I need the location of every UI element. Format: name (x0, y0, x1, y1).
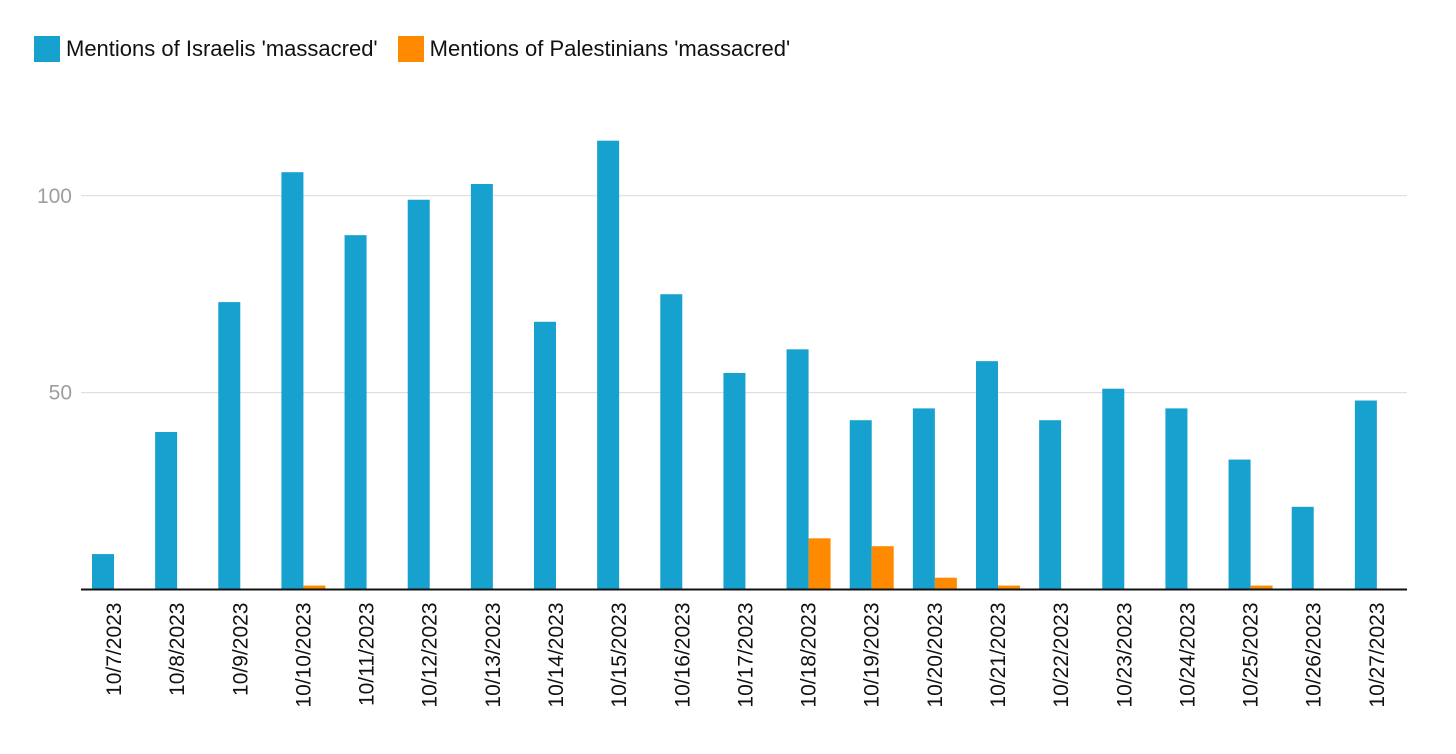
bar-israelis-20 (1291, 506, 1314, 590)
x-tick-label-13: 10/19/2023 (861, 603, 884, 708)
bar-israelis-2 (155, 432, 178, 590)
x-tick-label-12: 10/18/2023 (798, 603, 821, 708)
legend-item-israelis: Mentions of Israelis 'massacred' (34, 36, 378, 62)
bar-israelis-15 (976, 361, 998, 590)
legend-label-israelis: Mentions of Israelis 'massacred' (66, 36, 378, 61)
x-tick-label-16: 10/22/2023 (1050, 603, 1073, 708)
bar-palestinians-4 (303, 585, 326, 590)
x-tick-label-2: 10/8/2023 (166, 603, 189, 696)
bar-israelis-13 (849, 420, 872, 590)
x-tick-label-4: 10/10/2023 (292, 603, 315, 708)
legend-label-palestinians: Mentions of Palestinians 'massacred' (429, 36, 791, 61)
x-tick-label-19: 10/25/2023 (1240, 603, 1263, 708)
legend: Mentions of Israelis 'massacred' Mention… (34, 36, 810, 62)
x-tick-label-3: 10/9/2023 (229, 603, 252, 696)
bar-israelis-3 (218, 302, 241, 590)
y-tick-label-50: 50 (49, 382, 72, 405)
bar-israelis-1 (92, 554, 114, 590)
x-tick-label-6: 10/12/2023 (419, 603, 442, 708)
x-tick-label-7: 10/13/2023 (482, 603, 505, 708)
bar-palestinians-19 (1250, 585, 1273, 590)
bar-palestinians-13 (871, 546, 894, 590)
x-tick-label-9: 10/15/2023 (608, 603, 631, 708)
bar-israelis-9 (597, 140, 620, 590)
legend-swatch-palestinians (397, 36, 424, 62)
x-tick-label-17: 10/23/2023 (1113, 603, 1136, 708)
x-tick-label-1: 10/7/2023 (103, 603, 126, 696)
bar-israelis-16 (1039, 420, 1062, 590)
x-tick-label-20: 10/26/2023 (1303, 603, 1326, 708)
bar-israelis-12 (786, 349, 809, 590)
bar-israelis-10 (660, 294, 683, 590)
bar-israelis-4 (281, 172, 304, 590)
bar-palestinians-15 (998, 585, 1020, 590)
bar-palestinians-12 (808, 538, 831, 590)
y-tick-label-100: 100 (37, 185, 72, 208)
x-tick-label-10: 10/16/2023 (671, 603, 694, 708)
x-tick-label-21: 10/27/2023 (1366, 603, 1389, 708)
x-tick-label-14: 10/20/2023 (924, 603, 947, 708)
x-tick-label-18: 10/24/2023 (1176, 603, 1199, 708)
bar-israelis-19 (1228, 459, 1251, 590)
bar-israelis-6 (407, 199, 430, 590)
x-tick-label-5: 10/11/2023 (356, 603, 379, 707)
bar-israelis-21 (1354, 400, 1377, 590)
legend-item-palestinians: Mentions of Palestinians 'massacred' (397, 36, 791, 62)
x-tick-label-15: 10/21/2023 (987, 603, 1010, 708)
bar-israelis-14 (912, 408, 935, 590)
bar-israelis-17 (1102, 388, 1125, 590)
x-tick-label-11: 10/17/2023 (734, 603, 757, 708)
bar-israelis-7 (470, 183, 493, 590)
x-tick-label-8: 10/14/2023 (545, 603, 568, 708)
bar-israelis-11 (723, 372, 746, 590)
bar-israelis-18 (1165, 408, 1188, 590)
legend-swatch-israelis (34, 36, 60, 62)
bar-israelis-8 (534, 321, 556, 590)
bar-palestinians-14 (934, 577, 957, 590)
bar-israelis-5 (344, 235, 367, 590)
